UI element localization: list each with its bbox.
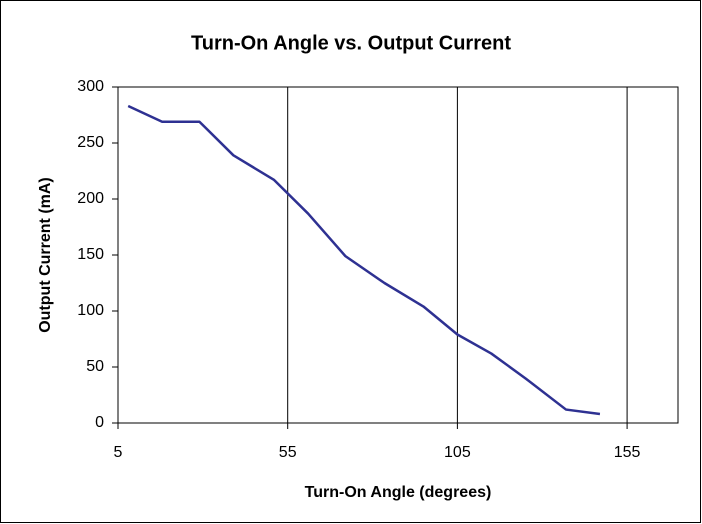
y-tick-label: 0 (95, 414, 104, 431)
x-tick-label: 5 (114, 444, 123, 461)
x-axis-title: Turn-On Angle (degrees) (305, 484, 492, 501)
y-tick-label: 250 (77, 134, 104, 151)
plot-area (117, 86, 679, 424)
y-axis-title: Output Current (mA) (37, 177, 54, 333)
y-tick-label: 300 (77, 78, 104, 95)
x-tick-label: 105 (444, 444, 471, 461)
y-tick-label: 200 (77, 190, 104, 207)
x-tick-label: 55 (279, 444, 297, 461)
data-line (127, 104, 601, 416)
x-tick-label: 155 (614, 444, 641, 461)
y-tick-label: 150 (77, 246, 104, 263)
chart-title: Turn-On Angle vs. Output Current (191, 32, 511, 54)
y-tick-label: 50 (86, 358, 104, 375)
y-tick-label: 100 (77, 302, 104, 319)
